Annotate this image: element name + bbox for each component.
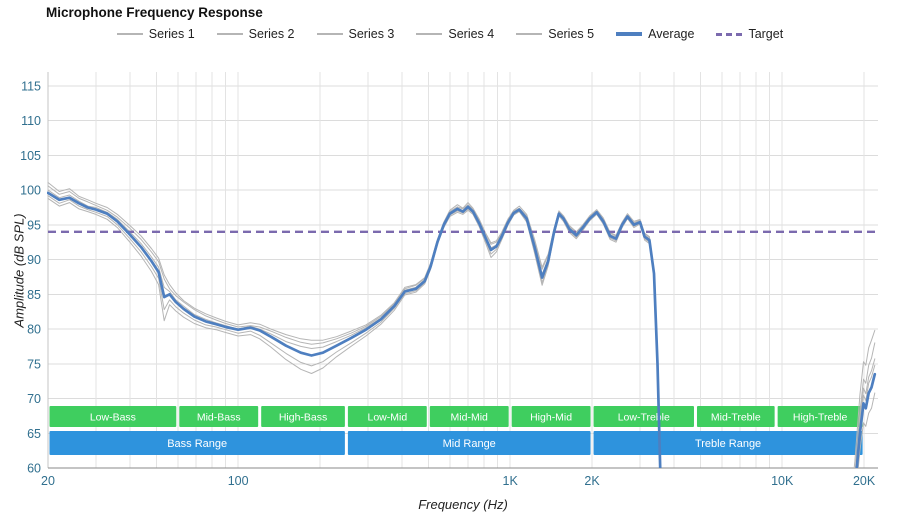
band-button-label: Low-Treble [618,411,670,423]
band-button-label: Mid-Treble [711,411,761,423]
x-tick-label: 20 [41,474,55,488]
band-button-label: High-Bass [279,411,327,423]
band-button-low-mid[interactable] [347,406,427,427]
y-tick-label: 70 [27,392,41,406]
series-line-series-3 [47,189,876,468]
series-line-series-4 [47,195,876,468]
y-tick-label: 60 [27,462,41,476]
band-button-label: Low-Mid [367,411,407,423]
legend-item-series-3[interactable]: Series 3 [316,27,395,41]
x-tick-label: 20K [853,474,876,488]
range-button-label: Bass Range [167,438,227,450]
band-button-low-bass[interactable] [49,406,177,427]
range-button-label: Treble Range [695,438,761,450]
band-button-label: Mid-Bass [197,411,241,423]
range-button-mid-range[interactable] [347,431,591,455]
legend: Series 1 Series 2 Series 3 Series 4 Series 5… [0,27,900,41]
band-button-label: Mid-Mid [451,411,488,423]
legend-label: Series 4 [448,27,495,41]
y-tick-label: 80 [27,323,41,337]
x-tick-label: 10K [771,474,794,488]
y-tick-label: 75 [27,357,41,371]
legend-swatch-dashed-line-icon [716,32,743,36]
series-line-series-5 [47,182,876,468]
range-button-label: Mid Range [443,438,496,450]
legend-item-target[interactable]: Target [716,27,783,41]
y-tick-label: 65 [27,427,41,441]
x-tick-label: 1K [503,474,519,488]
band-button-high-treble[interactable] [777,406,863,427]
legend-swatch-thin-line-icon [316,33,343,35]
band-button-label: Low-Bass [90,411,136,423]
legend-swatch-thin-line-icon [216,33,243,35]
band-button-label: High-Treble [793,411,848,423]
y-tick-label: 105 [20,149,41,163]
y-tick-label: 90 [27,253,41,267]
series-line-average [47,191,877,468]
y-tick-label: 85 [27,288,41,302]
series-line-series-2 [47,197,876,468]
band-button-high-mid[interactable] [511,406,591,427]
band-button-label: High-Mid [530,411,572,423]
band-button-mid-treble[interactable] [696,406,775,427]
chart-title: Microphone Frequency Response [46,5,263,20]
series-line-series-1 [47,185,876,468]
x-tick-label: 2K [584,474,600,488]
y-axis-title: Amplitude (dB SPL) [11,213,27,328]
y-tick-label: 110 [21,114,41,128]
legend-swatch-thin-line-icon [416,33,443,35]
band-button-mid-mid[interactable] [429,406,509,427]
band-button-mid-bass[interactable] [179,406,259,427]
legend-label: Average [648,27,695,41]
legend-item-series-4[interactable]: Series 4 [416,27,494,41]
legend-item-average[interactable]: Average [616,27,694,41]
y-tick-label: 115 [21,79,41,93]
legend-item-series-5[interactable]: Series 5 [516,27,594,41]
legend-swatch-thin-line-icon [516,33,543,35]
band-button-low-treble[interactable] [593,406,694,427]
legend-swatch-thin-line-icon [116,33,143,35]
band-button-high-bass[interactable] [261,406,345,427]
y-tick-label: 95 [27,218,41,232]
legend-item-series-1[interactable]: Series 1 [116,27,195,41]
legend-label: Series 2 [248,27,295,41]
legend-label: Target [748,27,784,41]
x-tick-label: 100 [228,474,249,488]
x-axis-title: Frequency (Hz) [418,497,508,512]
legend-label: Series 5 [548,27,595,41]
legend-label: Series 3 [348,27,395,41]
legend-item-series-2[interactable]: Series 2 [216,27,295,41]
y-tick-label: 100 [20,184,41,198]
legend-swatch-thick-line-icon [616,32,643,36]
legend-label: Series 1 [148,27,195,41]
range-button-bass-range[interactable] [49,431,345,455]
